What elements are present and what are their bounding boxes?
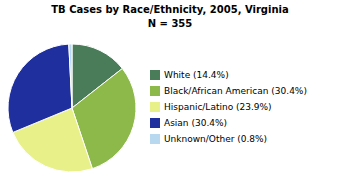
legend-item: Black/African American (30.4%) [150, 86, 307, 96]
legend-item: Hispanic/Latino (23.9%) [150, 102, 272, 112]
legend-item: White (14.4%) [150, 70, 229, 80]
slice [8, 44, 72, 132]
title: TB Cases by Race/Ethnicity, 2005, Virgin… [51, 4, 289, 15]
legend-label: Asian (30.4%) [164, 118, 227, 128]
legend-label: Unknown/Other (0.8%) [164, 134, 267, 144]
legend: White (14.4%) Black/African American (30.… [150, 70, 307, 144]
chart: TB Cases by Race/Ethnicity, 2005, Virgin… [0, 0, 340, 181]
legend-swatch [150, 102, 160, 112]
subtitle: N = 355 [148, 18, 193, 29]
legend-item: Unknown/Other (0.8%) [150, 134, 267, 144]
pie [8, 44, 136, 172]
legend-swatch [150, 134, 160, 144]
legend-item: Asian (30.4%) [150, 118, 227, 128]
legend-swatch [150, 86, 160, 96]
legend-swatch [150, 118, 160, 128]
legend-swatch [150, 70, 160, 80]
slice [69, 44, 72, 108]
legend-label: Black/African American (30.4%) [164, 86, 307, 96]
legend-label: White (14.4%) [164, 70, 229, 80]
legend-label: Hispanic/Latino (23.9%) [164, 102, 272, 112]
